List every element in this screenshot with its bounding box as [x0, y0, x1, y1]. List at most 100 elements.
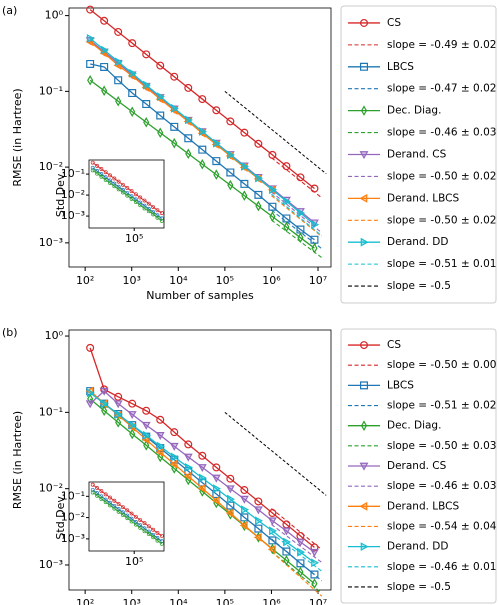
marker: [359, 462, 369, 471]
y-axis-label: RMSE (in Hartree): [11, 411, 24, 509]
inset-marker: [133, 514, 138, 519]
y-tick-label: 10⁻³: [39, 236, 63, 249]
marker: [360, 341, 369, 350]
inset-marker: [95, 169, 100, 173]
marker: [253, 532, 262, 542]
marker: [101, 85, 108, 96]
marker: [310, 184, 319, 193]
inset-marker: [155, 531, 160, 535]
marker: [128, 420, 137, 430]
inset-marker: [151, 210, 156, 214]
inset-marker: [103, 175, 108, 180]
inset-marker: [142, 526, 147, 531]
marker: [129, 106, 136, 118]
legend-label: Derand. DD: [387, 541, 448, 553]
marker: [296, 225, 305, 234]
inset-marker: [112, 184, 117, 189]
marker: [86, 5, 95, 14]
marker: [113, 400, 123, 409]
marker: [114, 392, 123, 401]
axes-frame: [68, 7, 332, 268]
series-line: [89, 79, 315, 249]
legend-frame: [340, 5, 497, 304]
marker: [129, 428, 136, 440]
marker: [128, 399, 137, 408]
y-tick-label: 10⁰: [45, 9, 64, 22]
marker: [310, 543, 319, 552]
marker: [142, 80, 151, 90]
y-tick-label: 10⁻²: [39, 482, 63, 495]
inset-y-tick-label: 10⁻²: [61, 188, 85, 201]
y-tick-label: 10⁻¹: [39, 84, 63, 97]
legend-label: slope = -0.47 ± 0.02: [387, 83, 496, 95]
inset-marker: [155, 536, 160, 540]
inset-marker: [112, 506, 117, 511]
panel-label: (a): [2, 4, 17, 17]
marker: [269, 185, 278, 195]
series-line: [90, 63, 315, 241]
inset-y-tick-label: 10⁻²: [61, 511, 85, 524]
marker: [296, 559, 305, 568]
inset-marker: [138, 195, 143, 200]
inset-marker: [121, 510, 125, 515]
inset-marker: [108, 495, 112, 500]
marker: [86, 388, 95, 398]
inset-marker: [133, 192, 138, 197]
inset-x-tick-label: 10⁵: [125, 232, 143, 245]
x-tick-label: 10³: [123, 597, 141, 605]
marker: [241, 162, 249, 171]
marker: [297, 208, 306, 218]
marker: [156, 415, 165, 424]
inset-marker: [151, 212, 156, 217]
x-tick-label: 10⁵: [216, 597, 234, 605]
inset-marker: [155, 208, 160, 213]
inset-marker: [138, 200, 143, 205]
legend: CS slope = -0.50 ± 0.00 LBCS slope = -0.51 …: [340, 328, 497, 604]
x-tick-label: 10²: [76, 597, 94, 605]
marker: [360, 420, 368, 431]
inset-marker: [116, 184, 121, 189]
marker: [213, 169, 220, 180]
marker: [283, 221, 290, 233]
inset-y-tick-label: 10⁻³: [61, 209, 85, 222]
inset-marker: [116, 501, 121, 506]
panel-label: (b): [2, 326, 18, 339]
marker: [311, 558, 320, 568]
x-tick-label: 10⁶: [262, 597, 281, 605]
marker: [184, 440, 193, 449]
series-line: [89, 398, 315, 585]
marker: [156, 111, 165, 120]
marker: [268, 202, 277, 211]
inset-marker: [90, 482, 95, 487]
fit-line: [271, 191, 323, 234]
marker: [143, 440, 150, 451]
y-tick-label: 10⁰: [45, 329, 64, 342]
marker: [99, 387, 109, 396]
inset-marker: [125, 193, 130, 198]
inset-marker: [159, 533, 164, 538]
x-tick-label: 10⁵: [216, 274, 234, 287]
inset-marker: [155, 215, 160, 220]
marker: [227, 509, 234, 520]
inset-marker: [129, 189, 134, 194]
legend-label: slope = -0.5: [387, 581, 451, 593]
inset-marker: [95, 171, 100, 176]
marker: [269, 211, 276, 222]
inset-marker: [129, 511, 134, 516]
marker: [142, 406, 151, 415]
y-tick-label: 10⁻¹: [39, 405, 63, 418]
inset-marker: [159, 211, 164, 215]
marker: [240, 486, 249, 495]
inset-marker: [121, 182, 125, 187]
marker: [311, 578, 318, 589]
inset-marker: [125, 513, 130, 518]
marker: [254, 524, 263, 533]
inset-marker: [108, 503, 112, 508]
marker: [241, 505, 249, 515]
marker: [255, 200, 262, 212]
legend-label: slope = -0.46 ± 0.03: [387, 480, 496, 492]
marker: [101, 405, 108, 417]
x-tick-label: 10⁴: [169, 274, 188, 287]
inset-marker: [116, 179, 121, 184]
marker: [226, 474, 235, 483]
